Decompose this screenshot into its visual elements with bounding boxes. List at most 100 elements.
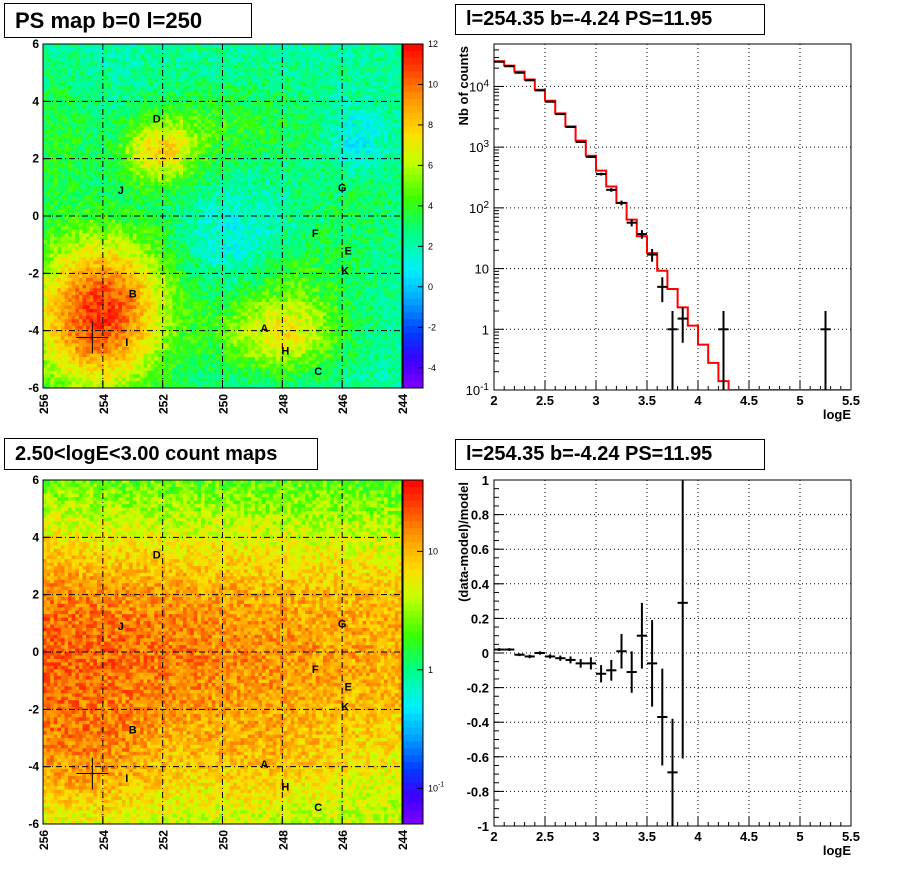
- residual-xtick-label: 2.5: [536, 829, 554, 844]
- colorbar-tick-label: 12: [428, 39, 438, 49]
- residual-point: [647, 620, 658, 707]
- count-map-colorbar: 10 1 10-1: [402, 479, 444, 825]
- residual-ylabel: (data-model)/model: [456, 482, 471, 602]
- residual-point: [555, 655, 566, 661]
- residual-point: [677, 480, 688, 759]
- count-map-source-label-j: J: [118, 621, 124, 633]
- residual-point: [667, 718, 678, 826]
- residual-ytick-label: 1: [482, 473, 489, 488]
- data-point: [636, 230, 647, 239]
- spectrum-xtick-label: 2: [490, 393, 497, 408]
- ps-map-source-label-f: F: [312, 228, 319, 240]
- residual-ytick-label: -0.4: [467, 715, 490, 730]
- residual-point: [545, 654, 556, 659]
- residual-point: [565, 656, 576, 664]
- ps-map-source-label-c: C: [314, 366, 322, 378]
- count-map-ytick-label: 6: [32, 473, 39, 487]
- residual-xtick-label: 5.5: [842, 829, 860, 844]
- ps-map-xtick-label: 248: [276, 394, 290, 414]
- spectrum-ytick-label: 10-1: [466, 382, 490, 398]
- spectrum-xtick-label: 5.5: [842, 393, 860, 408]
- residual-plot-area: [494, 480, 688, 826]
- data-point: [575, 140, 586, 143]
- count-map-source-label-c: C: [314, 802, 322, 814]
- data-point: [585, 155, 596, 158]
- data-point: [616, 200, 627, 206]
- count-map-source-label-h: H: [281, 782, 289, 794]
- count-map-ytick-label: -4: [28, 760, 39, 774]
- residual-xtick-label: 3.5: [638, 829, 656, 844]
- spectrum-ytick-label: 1: [482, 322, 489, 337]
- ps-map-ytick-label: 2: [32, 152, 39, 166]
- count-map-source-label-e: E: [344, 681, 351, 693]
- count-map-xtick-label: 244: [396, 830, 410, 850]
- residual-point: [524, 654, 535, 659]
- count-map-ytick-label: 0: [32, 645, 39, 659]
- ps-map-source-label-d: D: [153, 114, 161, 126]
- residual-ytick-label: 0.6: [471, 542, 489, 557]
- spectrum-plot-area: [494, 60, 851, 390]
- residual-xtick-label: 5: [796, 829, 803, 844]
- residual-point: [514, 653, 525, 657]
- ps-map-title: PS map b=0 l=250: [4, 3, 252, 38]
- residual-point: [575, 659, 586, 668]
- model-histogram: [494, 60, 851, 390]
- colorbar-tick-label: 8: [428, 120, 433, 130]
- residual-xtick-label: 4: [694, 829, 702, 844]
- colorbar-tick-label: 0: [428, 282, 433, 292]
- residual-ytick-label: 0: [482, 646, 489, 661]
- data-point: [534, 89, 545, 92]
- count-map-ytick-label: 4: [32, 530, 39, 544]
- count-map-source-label-b: B: [129, 724, 137, 736]
- residual-ytick-label: -0.6: [467, 750, 489, 765]
- data-point: [514, 71, 525, 74]
- count-map-source-label-f: F: [312, 664, 319, 676]
- data-point: [677, 307, 688, 343]
- data-point: [555, 113, 566, 116]
- ps-map-xtick-label: 256: [37, 394, 51, 414]
- count-map-source-label-a: A: [260, 759, 268, 771]
- data-point: [718, 311, 729, 390]
- ps-map-source-label-g: G: [338, 182, 347, 194]
- ps-map-xtick-label: 252: [157, 394, 171, 414]
- ps-map-xtick-label: 246: [336, 394, 350, 414]
- data-point: [667, 311, 678, 390]
- spectrum-xtick-label: 2.5: [536, 393, 554, 408]
- residual-ytick-label: -0.2: [467, 681, 489, 696]
- residual-ytick-label: 0.8: [471, 508, 489, 523]
- spectrum-xtick-label: 3.5: [638, 393, 656, 408]
- ps-map-ytick-label: 4: [32, 94, 39, 108]
- count-map-source-label-g: G: [338, 618, 347, 630]
- spectrum-xtick-label: 3: [592, 393, 599, 408]
- residual-xtick-label: 2: [490, 829, 497, 844]
- ps-map-source-label-e: E: [344, 245, 351, 257]
- spectrum-xtick-label: 5: [796, 393, 803, 408]
- count-map-source-label-k: K: [341, 701, 349, 713]
- spectrum-ylabel: Nb of counts: [456, 46, 471, 125]
- spectrum-ytick-label: 103: [469, 139, 489, 155]
- count-map-ytick-label: -2: [28, 702, 39, 716]
- spectrum-ytick-label: 104: [469, 78, 489, 94]
- residual-point: [606, 659, 617, 681]
- count-map-xtick-label: 256: [37, 830, 51, 850]
- spectrum-title: l=254.35 b=-4.24 PS=11.95: [455, 4, 765, 35]
- residual-point: [636, 602, 647, 669]
- colorbar-tick-label: 1: [428, 665, 433, 675]
- ps-map-ytick-label: -4: [28, 324, 39, 338]
- count-map-xtick-label: 248: [276, 830, 290, 850]
- count-map-marker-cross: [76, 757, 109, 790]
- spectrum-xtick-label: 4: [694, 393, 702, 408]
- count-map-source-label-i: I: [125, 773, 128, 785]
- residual-ytick-label: 0.4: [471, 577, 490, 592]
- count-map-ytick-label: 2: [32, 588, 39, 602]
- ps-map-source-label-i: I: [125, 337, 128, 349]
- data-point: [647, 249, 658, 262]
- count-map-xtick-label: 252: [157, 830, 171, 850]
- count-map-source-label-d: D: [153, 550, 161, 562]
- residual-xtick-label: 4.5: [740, 829, 758, 844]
- residual-xlabel: logE: [823, 843, 851, 858]
- colorbar-tick-label: 10: [428, 546, 438, 556]
- count-map-title: 2.50<logE<3.00 count maps: [4, 438, 318, 470]
- count-map-cells: [43, 480, 402, 824]
